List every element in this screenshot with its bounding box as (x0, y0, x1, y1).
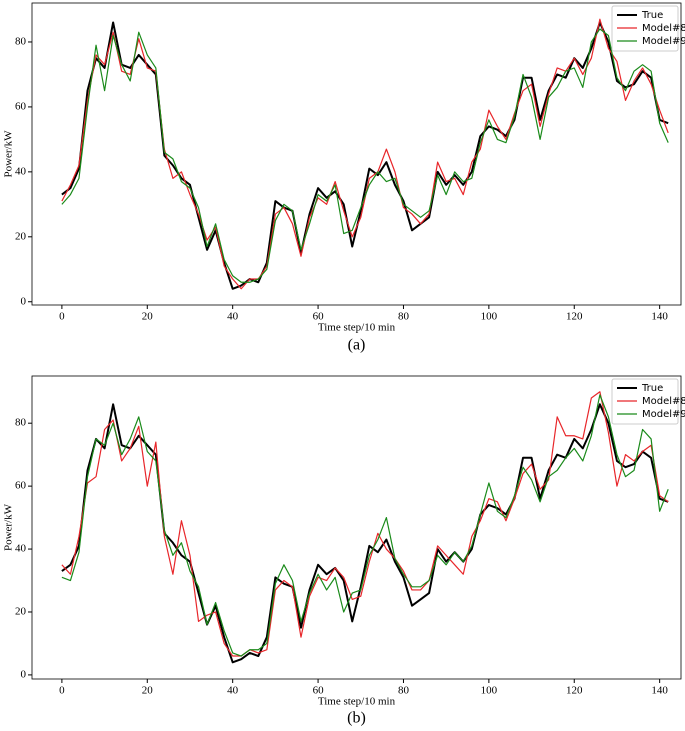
caption: (b) (347, 710, 366, 727)
y-tick-label: 20 (15, 606, 27, 618)
y-tick-label: 20 (15, 230, 27, 242)
series-line (61, 403, 669, 664)
y-tick-label: 0 (21, 668, 27, 680)
legend-label: True (641, 10, 663, 21)
x-tick-label: 0 (59, 311, 65, 323)
y-tick-label: 80 (15, 35, 27, 47)
series-line (61, 18, 669, 290)
x-tick-label: 40 (227, 685, 239, 697)
legend-label: Model#8 (642, 396, 685, 407)
x-tick-label: 40 (227, 311, 239, 323)
x-tick-label: 120 (566, 685, 583, 697)
series-line (61, 394, 669, 657)
caption: (a) (348, 337, 366, 354)
y-tick-label: 40 (15, 165, 27, 177)
series-line (61, 28, 669, 283)
plot-frame (31, 375, 682, 680)
legend-box (611, 5, 679, 52)
plot-frame (31, 2, 682, 306)
x-tick-label: 20 (142, 311, 154, 323)
x-tick-label: 20 (142, 685, 154, 697)
x-tick-label: 80 (398, 685, 410, 697)
y-tick-label: 60 (15, 480, 27, 492)
x-axis-label: Time step/10 min (318, 696, 396, 708)
y-axis-label: Power/kW (3, 130, 15, 178)
x-tick-label: 120 (566, 311, 583, 323)
y-tick-label: 60 (15, 100, 27, 112)
y-tick-label: 0 (21, 295, 27, 307)
x-tick-label: 60 (313, 311, 325, 323)
x-tick-label: 0 (59, 685, 65, 697)
legend-box (611, 378, 679, 425)
legend-label: True (641, 383, 663, 394)
x-tick-label: 100 (481, 685, 498, 697)
y-tick-label: 80 (15, 417, 27, 429)
legend-label: Model#9 (642, 36, 685, 47)
x-tick-label: 140 (651, 685, 668, 697)
series-line (61, 391, 669, 657)
x-tick-label: 60 (313, 685, 325, 697)
x-tick-label: 80 (398, 311, 410, 323)
y-axis-label: Power/kW (3, 503, 15, 551)
x-tick-label: 140 (651, 311, 668, 323)
x-axis-label: Time step/10 min (318, 322, 396, 334)
y-tick-label: 40 (15, 543, 27, 555)
x-tick-label: 100 (481, 311, 498, 323)
legend-label: Model#8 (642, 23, 685, 34)
legend-label: Model#9 (642, 409, 685, 420)
